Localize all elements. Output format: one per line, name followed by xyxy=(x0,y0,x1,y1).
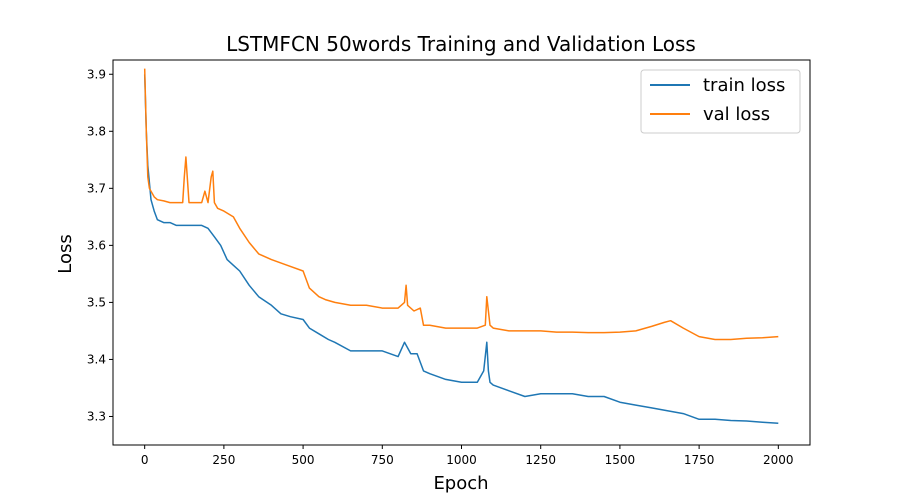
x-tick-label: 500 xyxy=(292,453,315,467)
x-tick-label: 1250 xyxy=(525,453,556,467)
legend-label-val: val loss xyxy=(703,104,770,125)
train-loss-line xyxy=(143,74,779,425)
legend-label-train: train loss xyxy=(703,75,785,96)
x-tick-label: 0 xyxy=(141,453,149,467)
y-tick-label: 3.4 xyxy=(87,352,106,366)
y-tick-label: 3.7 xyxy=(87,181,106,195)
x-axis-label: Epoch xyxy=(433,473,488,494)
x-tick-label: 1000 xyxy=(446,453,477,467)
x-axis-ticks: 0 250 500 750 1000 1250 1500 1750 2000 xyxy=(141,445,794,467)
x-tick-label: 750 xyxy=(371,453,394,467)
x-tick-label: 1750 xyxy=(684,453,715,467)
x-tick-label: 1500 xyxy=(605,453,636,467)
y-axis-label: Loss xyxy=(55,234,76,273)
y-tick-label: 3.6 xyxy=(87,238,106,252)
x-tick-label: 2000 xyxy=(763,453,794,467)
y-tick-label: 3.8 xyxy=(87,124,106,138)
x-tick-label: 250 xyxy=(212,453,235,467)
val-loss-line xyxy=(143,68,779,341)
chart-title: LSTMFCN 50words Training and Validation … xyxy=(226,32,696,56)
y-tick-label: 3.9 xyxy=(87,67,106,81)
plot-area xyxy=(143,68,779,425)
y-tick-label: 3.5 xyxy=(87,295,106,309)
legend: train loss val loss xyxy=(640,69,801,134)
y-axis-ticks: 3.3 3.4 3.5 3.6 3.7 3.8 3.9 xyxy=(87,67,113,423)
y-tick-label: 3.3 xyxy=(87,409,106,423)
